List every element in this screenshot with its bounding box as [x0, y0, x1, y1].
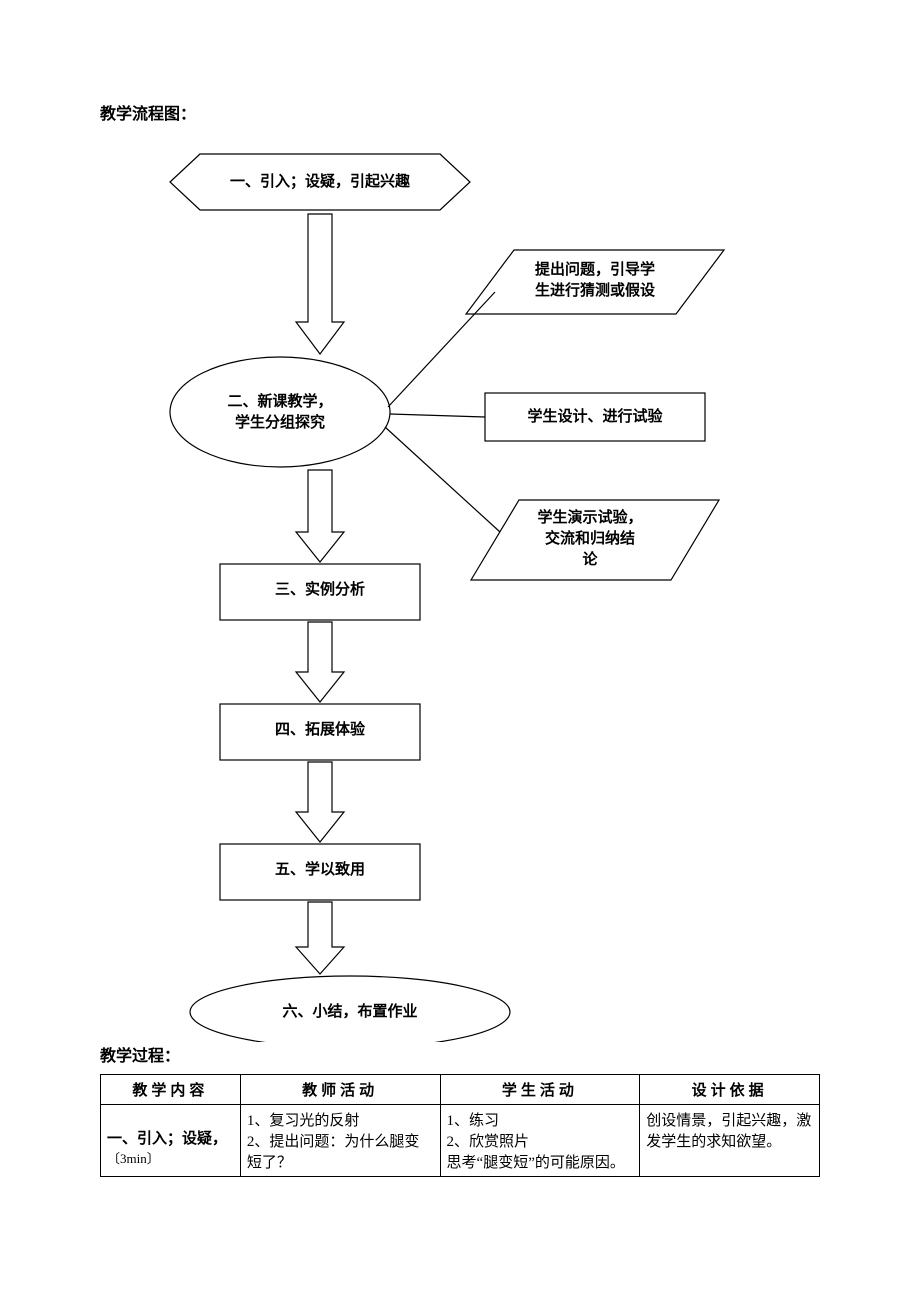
cell-student: 1、练习 2、欣赏照片 思考“腿变短”的可能原因。 — [440, 1105, 640, 1177]
label-summary: 六、小结，布置作业 — [220, 1002, 480, 1023]
label-newlesson: 二、新课教学， 学生分组探究 — [200, 392, 360, 434]
connector-3 — [385, 427, 500, 532]
label-design: 学生设计、进行试验 — [490, 407, 700, 428]
label-intro: 一、引入；设疑，引起兴趣 — [190, 172, 450, 193]
process-heading: 教学过程： — [100, 1042, 820, 1066]
connector-2 — [390, 414, 485, 417]
col-header-teacher: 教师活动 — [240, 1075, 440, 1105]
cell-content: 一、引入；设疑， 〔3min〕 — [101, 1105, 241, 1177]
label-demo: 学生演示试验， 交流和归纳结 论 — [500, 508, 680, 571]
label-example: 三、实例分析 — [220, 580, 420, 601]
table-header-row: 教学内容 教师活动 学生活动 设计依据 — [101, 1075, 820, 1105]
cell-content-main: 一、引入；设疑， — [107, 1131, 227, 1147]
table-row: 一、引入；设疑， 〔3min〕 1、复习光的反射 2、提出问题：为什么腿变短了？… — [101, 1105, 820, 1177]
cell-basis: 创设情景，引起兴趣，激发学生的求知欲望。 — [640, 1105, 820, 1177]
flowchart-heading: 教学流程图： — [100, 100, 820, 124]
col-header-content: 教学内容 — [101, 1075, 241, 1105]
label-expand: 四、拓展体验 — [220, 720, 420, 741]
arrow-3 — [296, 622, 344, 702]
col-header-basis: 设计依据 — [640, 1075, 820, 1105]
connector-1 — [388, 292, 495, 407]
flowchart-svg — [100, 132, 820, 1042]
cell-teacher: 1、复习光的反射 2、提出问题：为什么腿变短了？ — [240, 1105, 440, 1177]
label-question: 提出问题，引导学 生进行猜测或假设 — [500, 260, 690, 302]
arrow-2 — [296, 470, 344, 562]
flowchart: 一、引入；设疑，引起兴趣 二、新课教学， 学生分组探究 三、实例分析 四、拓展体… — [100, 132, 820, 1032]
label-apply: 五、学以致用 — [220, 860, 420, 881]
cell-content-sub: 〔3min〕 — [107, 1151, 160, 1166]
arrow-5 — [296, 902, 344, 974]
col-header-student: 学生活动 — [440, 1075, 640, 1105]
process-table: 教学内容 教师活动 学生活动 设计依据 一、引入；设疑， 〔3min〕 1、复习… — [100, 1074, 820, 1177]
arrow-1 — [296, 214, 344, 354]
arrow-4 — [296, 762, 344, 842]
